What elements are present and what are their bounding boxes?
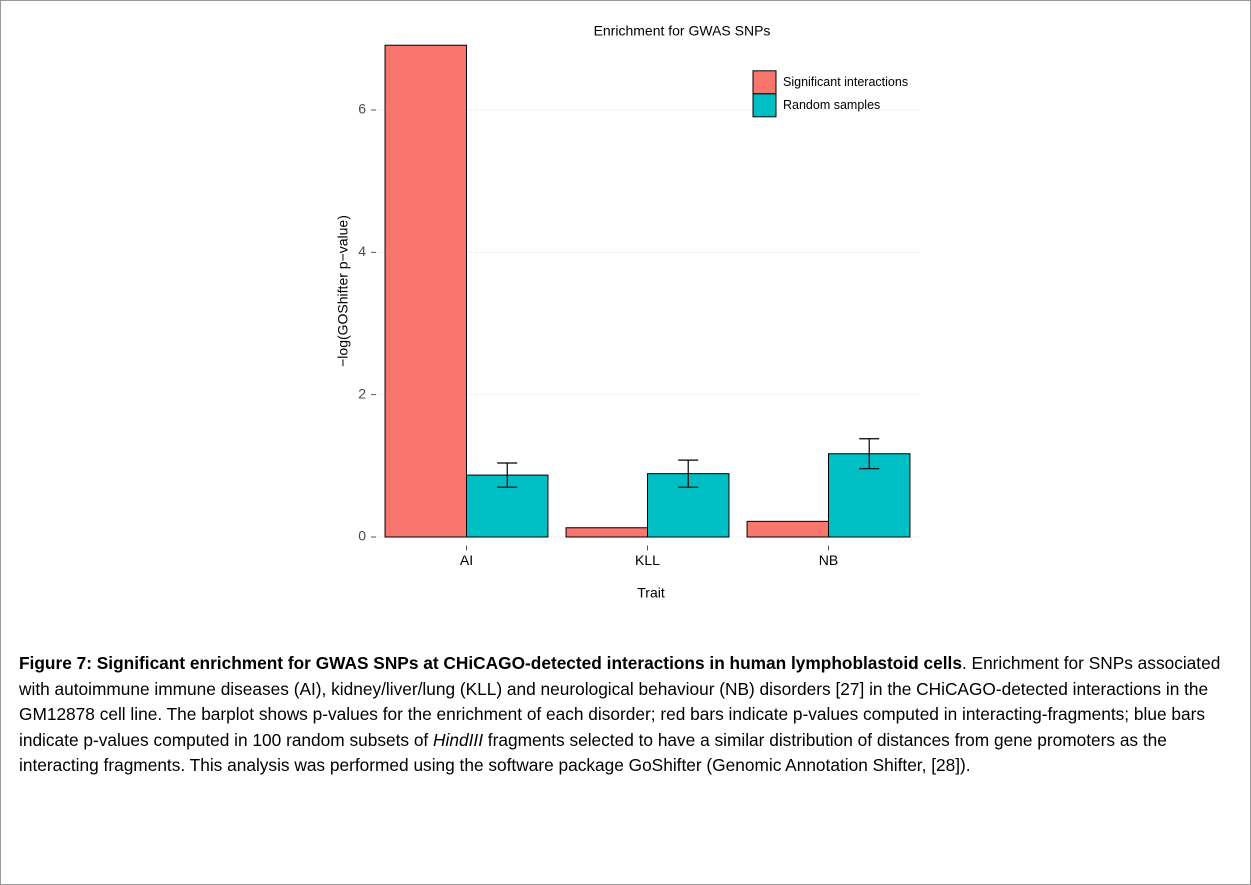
y-tick-label: 4: [358, 243, 366, 259]
legend-label: Significant interactions: [783, 75, 908, 89]
error-bar: [678, 459, 699, 488]
caption-text: fragments selected to have a similar dis…: [19, 729, 1167, 776]
y-axis-label: −log(GOShifter p−value): [335, 215, 351, 367]
bar: [384, 44, 467, 538]
chart: Enrichment for GWAS SNPs Trait −log(GOSh…: [335, 23, 919, 601]
legend-swatch: [752, 93, 777, 118]
chart-title: Enrichment for GWAS SNPs: [594, 23, 771, 39]
y-tick-label: 0: [358, 528, 366, 544]
x-axis-label: Trait: [637, 585, 665, 601]
legend-label: Random samples: [783, 98, 880, 112]
x-tick-label: KLL: [635, 552, 660, 568]
caption: Figure 7: Significant enrichment for GWA…: [19, 651, 1234, 779]
bar: [647, 473, 730, 538]
y-tick-label: 2: [358, 385, 366, 401]
error-bar: [497, 462, 518, 488]
bar: [746, 520, 829, 538]
caption-text: . Enrichment for SNPs associated with au…: [19, 653, 1221, 750]
caption-label: Figure 7: Significant enrichment for GWA…: [19, 653, 962, 673]
error-bar: [859, 438, 880, 470]
caption-italic: HindIII: [433, 729, 483, 750]
x-tick-label: NB: [819, 552, 838, 568]
y-tick-label: 6: [358, 101, 366, 117]
x-tick-label: AI: [460, 552, 473, 568]
legend-swatch: [752, 70, 777, 95]
bar: [565, 527, 648, 538]
